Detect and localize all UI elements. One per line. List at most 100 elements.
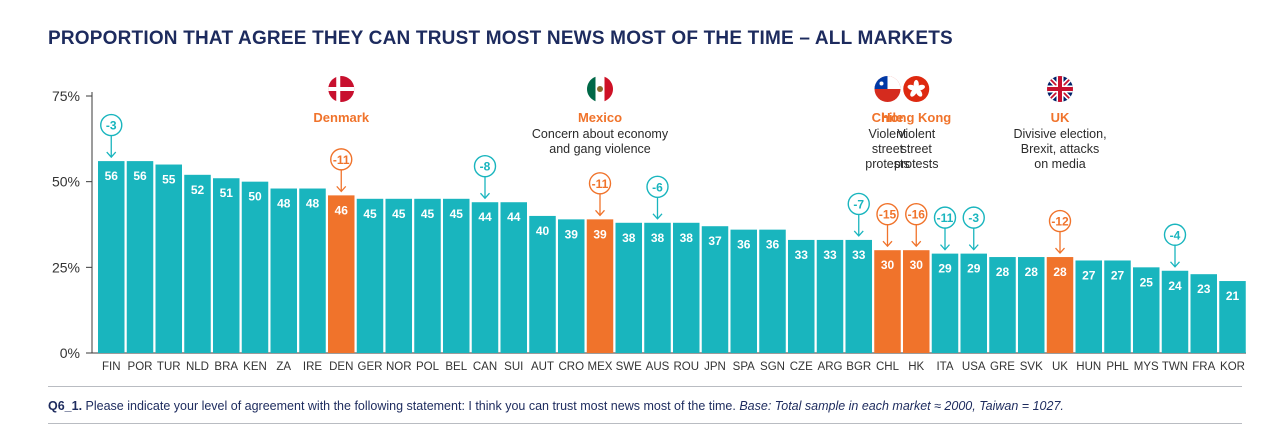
- value-label-rou: 38: [680, 231, 694, 245]
- change-label: -16: [908, 208, 926, 222]
- bar-hun: [1075, 260, 1102, 353]
- bar-bgr: [845, 239, 872, 353]
- category-label-ken: KEN: [243, 361, 267, 373]
- value-label-bra: 51: [220, 186, 234, 200]
- footer-rule-bottom: [48, 423, 1242, 424]
- flag-star: [879, 81, 884, 86]
- bar-swe: [615, 222, 642, 353]
- value-label-can: 44: [478, 210, 492, 224]
- change-marker-usa: -3: [962, 206, 985, 251]
- change-label: -12: [1051, 215, 1069, 229]
- change-arrow-head: [1170, 261, 1180, 268]
- change-markers: -3 -11 -8 -11 -6 -7 -15 -16 -11 -3 -12 -4: [100, 113, 1187, 268]
- category-label-mex: MEX: [588, 361, 613, 373]
- y-tick-label: 50%: [52, 174, 80, 190]
- value-label-jpn: 37: [708, 234, 722, 248]
- bar-nld: [184, 174, 211, 353]
- annotation-name: Mexico: [578, 110, 622, 125]
- value-label-mex: 39: [593, 227, 607, 241]
- change-marker-ita: -11: [933, 206, 957, 251]
- category-label-arg: ARG: [818, 361, 843, 373]
- flag-petal: [907, 84, 917, 91]
- bar-ita: [931, 253, 959, 353]
- category-label-spa: SPA: [733, 361, 755, 373]
- change-arrow-head: [940, 244, 950, 251]
- value-label-swe: 38: [622, 231, 636, 245]
- category-label-hun: HUN: [1076, 361, 1101, 373]
- annotation-line: Brexit, attacks: [1021, 142, 1100, 156]
- base-note: Base: Total sample in each market ≈ 2000…: [739, 399, 1064, 413]
- footer-rule-top: [48, 386, 1242, 387]
- flag-red-band: [604, 76, 614, 102]
- bar-ire: [299, 188, 326, 353]
- chile-flag-icon: [874, 76, 901, 102]
- value-label-ger: 45: [363, 207, 377, 221]
- bar-hk: [903, 250, 930, 353]
- category-label-kor: KOR: [1220, 361, 1245, 373]
- category-label-za: ZA: [276, 361, 291, 373]
- change-marker-den: -11: [330, 148, 353, 193]
- bar-aut: [529, 215, 556, 353]
- category-label-mys: MYS: [1134, 361, 1159, 373]
- bar-por: [126, 161, 154, 353]
- annotation-name: Denmark: [313, 110, 369, 125]
- category-label-gre: GRE: [990, 361, 1015, 373]
- denmark-flag-icon: [328, 76, 355, 102]
- annotation-name: UK: [1051, 110, 1070, 125]
- value-label-fra: 23: [1197, 282, 1211, 296]
- bar-aus: [644, 222, 671, 353]
- annotation-line: protests: [865, 157, 909, 171]
- category-label-ire: IRE: [303, 361, 323, 373]
- category-label-fra: FRA: [1192, 361, 1215, 373]
- bar-nor: [385, 198, 412, 353]
- category-label-sgn: SGN: [760, 361, 785, 373]
- annotation-line: Concern about economy: [532, 127, 669, 141]
- bar-za: [270, 188, 297, 353]
- bar-bel: [443, 198, 470, 353]
- category-label-ger: GER: [358, 361, 383, 373]
- y-tick-label: 75%: [52, 88, 80, 104]
- annotation-line: protests: [894, 157, 938, 171]
- bar-twn: [1161, 270, 1189, 353]
- annotation-line: street: [872, 142, 904, 156]
- category-label-can: CAN: [473, 361, 497, 373]
- flag-emblem: [597, 86, 603, 92]
- value-label-kor: 21: [1226, 289, 1240, 303]
- category-label-cro: CRO: [558, 361, 584, 373]
- x-axis-labels: FIN POR TUR NLD BRA KEN ZA IRE DEN GER NOR POL BEL CA…: [102, 361, 1245, 373]
- value-label-cro: 39: [565, 227, 579, 241]
- bar-uk: [1046, 257, 1074, 353]
- bar-mex: [586, 219, 614, 353]
- change-marker-hk: -16: [905, 202, 928, 248]
- bar-fin: [98, 161, 125, 353]
- data-labels: 56 56 55 52 51 50 48 48 46 45 45 45 45 44 44 40 39 39 38 38…: [105, 169, 1240, 303]
- category-label-chl: CHL: [876, 361, 900, 373]
- change-label: -8: [480, 160, 491, 174]
- mexico-flag-icon: [586, 76, 614, 102]
- change-label: -3: [106, 119, 117, 133]
- bar-chl: [874, 250, 901, 353]
- value-label-uk: 28: [1053, 265, 1067, 279]
- value-label-ire: 48: [306, 197, 320, 211]
- category-label-den: DEN: [329, 361, 353, 373]
- bar-den: [328, 195, 355, 353]
- category-label-swe: SWE: [616, 361, 643, 373]
- annotation-line: Divisive election,: [1013, 127, 1106, 141]
- category-label-svk: SVK: [1020, 361, 1043, 373]
- change-label: -3: [968, 211, 979, 225]
- value-label-hk: 30: [910, 258, 924, 272]
- bar-mys: [1133, 267, 1160, 353]
- category-label-nor: NOR: [386, 361, 412, 373]
- value-label-sui: 44: [507, 210, 521, 224]
- change-marker-bgr: -7: [847, 192, 870, 237]
- change-marker-mex: -11: [588, 172, 612, 217]
- flag-cross-horizontal: [328, 87, 355, 91]
- bar-usa: [960, 253, 987, 353]
- change-marker-chl: -15: [876, 202, 899, 248]
- category-label-aus: AUS: [646, 361, 670, 373]
- chart-title: PROPORTION THAT AGREE THEY CAN TRUST MOS…: [48, 28, 953, 49]
